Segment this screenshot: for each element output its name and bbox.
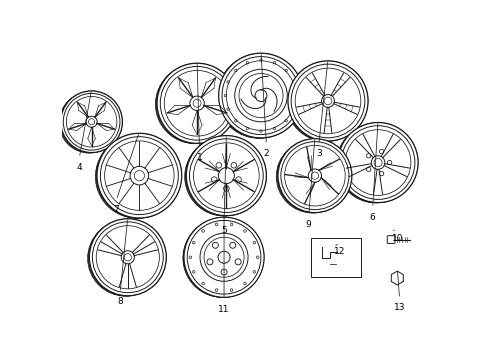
Circle shape (337, 122, 417, 203)
Polygon shape (390, 271, 403, 285)
Text: 9: 9 (305, 220, 311, 229)
Text: 10: 10 (391, 234, 402, 243)
Text: 13: 13 (393, 303, 405, 312)
Text: 2: 2 (263, 149, 269, 158)
Circle shape (186, 136, 266, 216)
Text: 11: 11 (218, 305, 229, 314)
Text: 12: 12 (333, 247, 345, 256)
Text: 4: 4 (76, 163, 82, 172)
Circle shape (277, 139, 351, 213)
Circle shape (157, 63, 237, 143)
Text: 7: 7 (113, 205, 119, 214)
Text: 8: 8 (117, 297, 122, 306)
Text: 5: 5 (221, 226, 226, 235)
Circle shape (61, 91, 122, 153)
Circle shape (89, 219, 166, 296)
Bar (310, 238, 360, 276)
Text: 3: 3 (315, 149, 321, 158)
Text: 1: 1 (196, 153, 202, 162)
FancyBboxPatch shape (386, 236, 394, 243)
Circle shape (218, 53, 303, 138)
Text: 6: 6 (369, 213, 375, 222)
Circle shape (287, 61, 367, 141)
Circle shape (97, 133, 182, 218)
Circle shape (183, 217, 264, 297)
